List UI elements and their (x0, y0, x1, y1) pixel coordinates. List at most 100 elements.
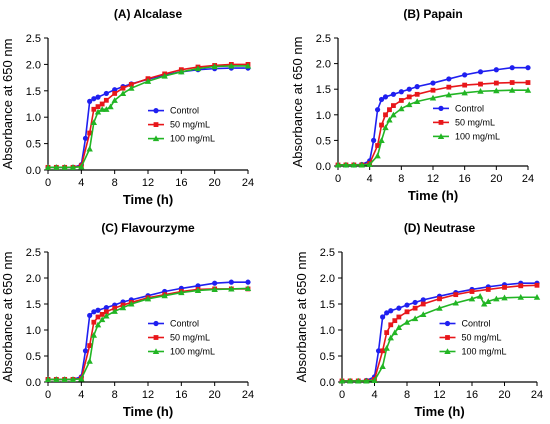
panel-b-data-point (406, 94, 412, 100)
panel-c: (C) Flavourzyme 0 4 8 12 16 20 24 0.0 0.5 1.0 1.5 2.… (0, 221, 254, 419)
panel-c-data-point (228, 279, 234, 285)
panel-a-x-tick-label: 8 (112, 177, 118, 189)
panel-b-data-point (378, 137, 385, 143)
panel-c-data-point (245, 279, 251, 285)
panel-a-data-point (61, 164, 68, 170)
panel-c-legend-label: 100 mg/mL (170, 347, 215, 357)
panel-a-x-axis-label: Time (h) (123, 192, 173, 207)
panel-c-legend-label: Control (170, 319, 199, 329)
panel-c-data-point (90, 332, 98, 338)
panel-a-x-tick-label: 12 (142, 177, 154, 189)
panel-d-data-point (384, 310, 390, 316)
panel-c-legend-marker (153, 320, 159, 327)
panel-d-data-point (420, 297, 426, 303)
panel-c-data-point (87, 312, 93, 319)
panel-a-data-point (107, 103, 114, 110)
panel-a-data-point (211, 63, 218, 70)
panel-c-data-point (212, 280, 218, 286)
panel-d-data-point (392, 318, 398, 324)
panel-a-y-tick-label: 1.5 (26, 86, 41, 98)
panel-d-y-tick-label: 2.5 (320, 247, 335, 259)
panel-a-data-point (91, 106, 97, 112)
panel-b-data-point (414, 91, 420, 97)
panel-b-data-point (462, 82, 468, 88)
panel-b-data-point (508, 87, 516, 93)
panel-d-data-point (384, 330, 390, 335)
panel-b-data-point (406, 86, 412, 92)
panel-d-data-point (363, 377, 370, 384)
panel-d-legend-label: Control (462, 319, 491, 329)
panel-c-data-point (61, 376, 68, 382)
panel-d-data-point (480, 300, 488, 307)
panel-b-data-point (478, 81, 483, 87)
panel-c-y-tick-label: 1.0 (26, 325, 41, 337)
panel-b-data-point (525, 65, 531, 71)
panel-d-data-point (355, 377, 362, 384)
panel-a-data-point (119, 90, 127, 96)
panel-d-data-point (404, 309, 410, 315)
panel-a-data-point (87, 98, 93, 104)
panel-a-data-point (103, 90, 109, 97)
panel-c-data-point (69, 376, 77, 382)
panel-b-y-axis-label: Absorbance at 650 nm (290, 37, 305, 168)
panel-d-data-point (396, 314, 402, 320)
panel-b-legend-marker (438, 120, 444, 125)
panel-b-legend-marker (438, 105, 444, 111)
panel-d-data-point (452, 299, 459, 306)
panel-c-x-tick-label: 20 (209, 389, 221, 401)
panel-c-series-line (48, 287, 249, 381)
panel-c-data-point (94, 321, 102, 328)
panel-d-x-tick-label: 8 (404, 389, 410, 401)
panel-a-data-point (99, 101, 105, 107)
panel-c-series-0 (45, 279, 251, 382)
panel-c-data-point (144, 295, 152, 302)
panel-b-data-point (390, 91, 397, 97)
panel-c-data-point (103, 312, 110, 319)
panel-c-data-point (178, 289, 185, 296)
panel-c-y-axis-label: Absorbance at 650 nm (0, 252, 15, 383)
panel-a-data-point (112, 91, 118, 96)
panel-a-legend-label: 100 mg/mL (170, 134, 215, 144)
panel-b-data-point (382, 94, 389, 100)
panel-c-data-point (95, 314, 101, 320)
panel-c-data-point (228, 285, 235, 292)
panel-d-data-point (469, 289, 475, 294)
panel-a-data-point (128, 84, 135, 91)
panel-c-data-point (244, 285, 252, 291)
panel-d-legend-label: 100 mg/mL (462, 347, 507, 357)
panel-b-x-tick-label: 16 (459, 173, 471, 185)
panel-d-data-point (534, 282, 540, 288)
panel-d-data-point (379, 363, 386, 369)
panel-a-data-point (161, 72, 168, 79)
panel-d-legend-marker (445, 335, 450, 340)
panel-b-x-tick-label: 8 (398, 173, 404, 185)
panel-b-data-point (387, 107, 392, 113)
panel-b-data-point (477, 69, 484, 75)
panel-a-x-tick-label: 24 (242, 177, 254, 189)
panel-b-y-tick-label: 1.5 (316, 84, 331, 96)
panel-a-data-point (44, 164, 52, 170)
panel-b-data-point (477, 88, 484, 94)
panel-b-data-point (493, 87, 500, 94)
panel-b-data-point (374, 152, 381, 159)
panel-b-data-point (461, 89, 468, 96)
panel-d: (D) Neutrase 0 4 8 12 16 20 24 0.0 0.5 1.0 1.5 2.0 2.… (294, 221, 543, 419)
panel-b-data-point (350, 161, 358, 168)
panel-a-x-tick-label: 20 (209, 177, 221, 189)
panel-b: (B) Papain 0 4 8 12 16 20 24 0.0 0.5 1.0 1.5 2.0 2.5 T… (290, 7, 534, 203)
panel-b-data-point (382, 124, 389, 131)
panel-b-data-point (509, 65, 515, 71)
panel-c-x-tick-label: 8 (112, 389, 118, 401)
panel-c-data-point (87, 343, 93, 348)
panel-c-data-point (78, 375, 85, 382)
panel-b-y-tick-label: 1.0 (316, 110, 331, 122)
panel-d-data-point (387, 334, 394, 341)
panel-b-series-line (338, 89, 528, 166)
panel-d-data-point (395, 324, 403, 330)
panel-b-x-tick-label: 20 (490, 173, 502, 185)
panel-d-data-point (476, 293, 484, 299)
panel-b-data-point (386, 116, 393, 123)
panel-c-data-point (91, 309, 97, 315)
panel-d-x-tick-label: 4 (371, 389, 377, 401)
panel-a-data-point (111, 97, 118, 103)
